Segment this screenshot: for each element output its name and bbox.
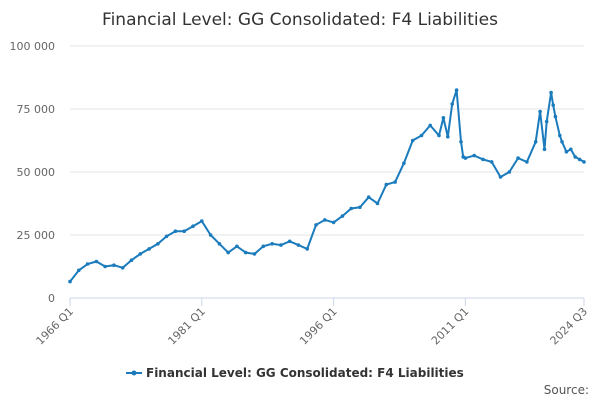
y-axis-ticks: 0 25 000 50 000 75 000 100 000 [10, 40, 56, 305]
x-tick-label: 1981 Q1 [165, 305, 208, 348]
y-tick-label: 100 000 [10, 40, 56, 53]
data-point[interactable] [553, 114, 558, 119]
legend-marker-symbol [131, 370, 137, 376]
series-points [68, 88, 586, 284]
data-point[interactable] [129, 258, 134, 263]
data-point[interactable] [287, 239, 292, 244]
data-point[interactable] [441, 116, 446, 120]
data-point[interactable] [85, 262, 90, 266]
data-point[interactable] [410, 138, 415, 143]
data-point[interactable] [498, 175, 503, 179]
x-tick-label: 1996 Q1 [297, 305, 340, 348]
data-point[interactable] [582, 160, 586, 164]
data-point[interactable] [323, 218, 327, 222]
data-point[interactable] [191, 224, 195, 228]
data-point[interactable] [331, 220, 336, 225]
data-point[interactable] [182, 229, 186, 233]
data-point[interactable] [549, 90, 553, 95]
source-label: Source: [544, 383, 589, 397]
data-point[interactable] [454, 88, 459, 92]
y-tick-label: 0 [48, 292, 55, 305]
data-point[interactable] [261, 244, 266, 249]
y-tick-label: 25 000 [17, 229, 56, 242]
data-point[interactable] [164, 234, 169, 239]
data-point[interactable] [384, 182, 389, 187]
data-point[interactable] [296, 243, 301, 247]
data-point[interactable] [437, 133, 441, 138]
data-point[interactable] [243, 250, 248, 255]
data-point[interactable] [349, 206, 354, 211]
data-point[interactable] [402, 161, 406, 165]
data-point[interactable] [156, 242, 160, 246]
y-tick-label: 75 000 [17, 103, 56, 116]
chart-title: Financial Level: GG Consolidated: F4 Lia… [102, 10, 498, 30]
data-point[interactable] [200, 219, 204, 223]
data-point[interactable] [120, 266, 125, 270]
x-axis-ticks: 1966 Q1 1981 Q1 1996 Q1 2011 Q1 2024 Q3 [34, 298, 591, 348]
data-point[interactable] [270, 242, 274, 246]
x-tick-label: 2024 Q3 [548, 305, 591, 348]
data-point[interactable] [533, 140, 538, 144]
data-point[interactable] [525, 160, 529, 164]
data-point[interactable] [77, 268, 81, 273]
data-point[interactable] [252, 252, 257, 256]
data-point[interactable] [446, 134, 450, 139]
data-point[interactable] [103, 264, 107, 269]
data-point[interactable] [472, 153, 477, 158]
data-point[interactable] [217, 242, 222, 246]
data-point[interactable] [393, 180, 397, 184]
data-point[interactable] [112, 263, 116, 268]
data-point[interactable] [560, 140, 564, 144]
legend[interactable]: Financial Level: GG Consolidated: F4 Lia… [126, 366, 464, 380]
data-point[interactable] [314, 223, 318, 227]
data-point[interactable] [305, 247, 310, 251]
data-point[interactable] [450, 102, 455, 106]
data-point[interactable] [459, 140, 463, 144]
data-point[interactable] [375, 201, 380, 206]
legend-label: Financial Level: GG Consolidated: F4 Lia… [146, 366, 464, 380]
x-tick-label: 2011 Q1 [429, 305, 472, 348]
data-point[interactable] [366, 195, 371, 199]
data-point[interactable] [419, 133, 424, 138]
data-point[interactable] [208, 233, 213, 237]
data-point[interactable] [428, 123, 433, 128]
data-point[interactable] [489, 160, 494, 164]
data-point[interactable] [507, 170, 512, 174]
data-point[interactable] [68, 279, 72, 284]
data-point[interactable] [279, 243, 283, 247]
data-point[interactable] [569, 147, 573, 152]
data-point[interactable] [564, 150, 569, 154]
data-point[interactable] [516, 156, 520, 160]
data-point[interactable] [573, 155, 577, 159]
data-point[interactable] [551, 103, 555, 107]
data-point[interactable] [463, 156, 468, 160]
y-tick-label: 50 000 [17, 166, 56, 179]
data-point[interactable] [542, 147, 547, 152]
x-tick-label: 1966 Q1 [34, 305, 77, 348]
gridlines [70, 45, 584, 299]
data-point[interactable] [558, 133, 562, 138]
data-point[interactable] [173, 229, 178, 233]
data-point[interactable] [358, 205, 362, 210]
data-point[interactable] [544, 119, 549, 124]
data-point[interactable] [226, 250, 230, 255]
data-point[interactable] [138, 252, 143, 256]
data-point[interactable] [94, 259, 99, 264]
data-point[interactable] [538, 109, 542, 114]
data-point[interactable] [577, 157, 582, 162]
data-point[interactable] [147, 247, 151, 251]
data-point[interactable] [481, 157, 485, 162]
series-line[interactable] [69, 89, 585, 283]
data-point[interactable] [340, 214, 345, 218]
data-point[interactable] [235, 244, 239, 249]
